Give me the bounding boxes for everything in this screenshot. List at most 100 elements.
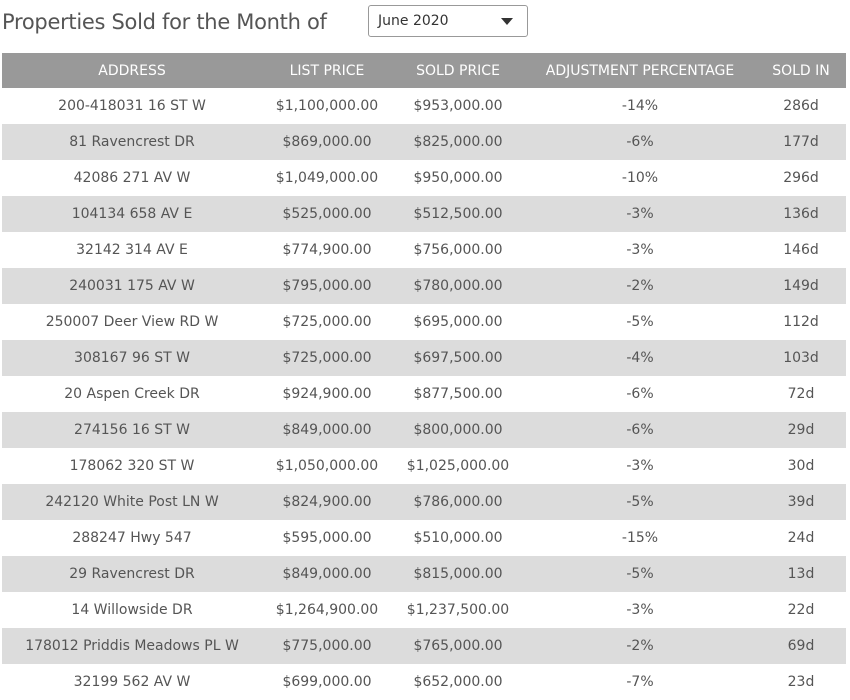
page-title: Properties Sold for the Month of: [2, 10, 327, 34]
cell-address: 81 Ravencrest DR: [2, 124, 262, 160]
cell-adjustment-percentage: -2%: [524, 268, 756, 304]
cell-sold-in: 30d: [787, 458, 815, 474]
cell-adjustment-percentage: -10%: [621, 170, 659, 186]
cell-list-price: $795,000.00: [262, 268, 392, 304]
chevron-down-icon: [501, 18, 513, 25]
month-select[interactable]: June 2020: [368, 5, 528, 37]
cell-list-price: $774,900.00: [282, 242, 372, 258]
table-row: 42086 271 AV W $1,049,000.00 $950,000.00 -1…: [2, 160, 846, 196]
cell-list-price: $725,000.00: [262, 340, 392, 376]
table-row: 81 Ravencrest DR $869,000.00 $825,000.00 -6…: [2, 124, 846, 160]
table-row: 200-418031 16 ST W $1,100,000.00 $953,000.…: [2, 88, 846, 124]
cell-sold-price: $765,000.00: [392, 628, 524, 664]
cell-sold-in: 22d: [787, 602, 815, 618]
cell-sold-in: 112d: [783, 314, 819, 330]
cell-adjustment-percentage: -14%: [621, 98, 659, 114]
cell-sold-price: $510,000.00: [413, 530, 503, 546]
table-row: 14 Willowside DR $1,264,900.00 $1,237,500.…: [2, 592, 846, 628]
cell-sold-in: 177d: [756, 124, 846, 160]
cell-list-price: $849,000.00: [262, 556, 392, 592]
cell-sold-price: $1,237,500.00: [406, 602, 510, 618]
column-header-sold-price[interactable]: SOLD PRICE: [392, 53, 524, 88]
cell-address: 104134 658 AV E: [2, 196, 262, 232]
cell-adjustment-percentage: -7%: [626, 674, 654, 690]
table-row: 308167 96 ST W $725,000.00 $697,500.00 -4% 1…: [2, 340, 846, 376]
cell-adjustment-percentage: -15%: [621, 530, 659, 546]
cell-adjustment-percentage: -5%: [524, 556, 756, 592]
cell-sold-in: 69d: [756, 628, 846, 664]
table-row: 178062 320 ST W $1,050,000.00 $1,025,000.0…: [2, 448, 846, 484]
cell-sold-price: $950,000.00: [413, 170, 503, 186]
cell-sold-in: 29d: [756, 412, 846, 448]
cell-list-price: $775,000.00: [262, 628, 392, 664]
cell-adjustment-percentage: -2%: [524, 628, 756, 664]
cell-address: 32142 314 AV E: [76, 242, 188, 258]
cell-sold-price: $695,000.00: [413, 314, 503, 330]
month-select-value: June 2020: [378, 13, 449, 29]
cell-sold-price: $512,500.00: [392, 196, 524, 232]
cell-sold-price: $877,500.00: [413, 386, 503, 402]
cell-address: 308167 96 ST W: [2, 340, 262, 376]
cell-sold-price: $756,000.00: [413, 242, 503, 258]
cell-address: 42086 271 AV W: [73, 170, 191, 186]
table-row: 20 Aspen Creek DR $924,900.00 $877,500.00 -…: [2, 376, 846, 412]
cell-sold-in: 103d: [756, 340, 846, 376]
cell-address: 14 Willowside DR: [71, 602, 193, 618]
cell-adjustment-percentage: -4%: [524, 340, 756, 376]
cell-sold-price: $825,000.00: [392, 124, 524, 160]
cell-address: 29 Ravencrest DR: [2, 556, 262, 592]
table-row: 32199 562 AV W $699,000.00 $652,000.00 -7% 2…: [2, 664, 846, 700]
cell-adjustment-percentage: -6%: [626, 386, 654, 402]
cell-sold-in: 72d: [787, 386, 815, 402]
cell-list-price: $1,100,000.00: [275, 98, 379, 114]
cell-sold-in: 149d: [756, 268, 846, 304]
cell-sold-in: 136d: [756, 196, 846, 232]
cell-adjustment-percentage: -3%: [626, 602, 654, 618]
cell-list-price: $924,900.00: [282, 386, 372, 402]
cell-list-price: $525,000.00: [262, 196, 392, 232]
cell-address: 200-418031 16 ST W: [58, 98, 206, 114]
cell-address: 274156 16 ST W: [2, 412, 262, 448]
table-row: 288247 Hwy 547 $595,000.00 $510,000.00 -15%…: [2, 520, 846, 556]
cell-sold-in: 23d: [787, 674, 815, 690]
cell-address: 288247 Hwy 547: [72, 530, 192, 546]
cell-address: 240031 175 AV W: [2, 268, 262, 304]
properties-table: ADDRESS LIST PRICE SOLD PRICE ADJUSTMENT PE…: [2, 53, 846, 700]
page-header: Properties Sold for the Month of: [2, 4, 327, 40]
cell-adjustment-percentage: -3%: [626, 458, 654, 474]
cell-list-price: $869,000.00: [262, 124, 392, 160]
cell-sold-price: $652,000.00: [413, 674, 503, 690]
cell-adjustment-percentage: -6%: [524, 124, 756, 160]
cell-sold-price: $780,000.00: [392, 268, 524, 304]
table-row: 178012 Priddis Meadows PL W $775,000.00 $7…: [2, 628, 846, 664]
cell-list-price: $1,049,000.00: [275, 170, 379, 186]
cell-address: 178062 320 ST W: [69, 458, 195, 474]
cell-adjustment-percentage: -6%: [524, 412, 756, 448]
table-row: 32142 314 AV E $774,900.00 $756,000.00 -3% 1…: [2, 232, 846, 268]
column-header-address[interactable]: ADDRESS: [2, 53, 262, 88]
cell-list-price: $699,000.00: [282, 674, 372, 690]
cell-address: 250007 Deer View RD W: [45, 314, 219, 330]
column-header-sold-in[interactable]: SOLD IN: [756, 53, 846, 88]
cell-sold-in: 146d: [783, 242, 819, 258]
cell-adjustment-percentage: -5%: [524, 484, 756, 520]
cell-list-price: $824,900.00: [262, 484, 392, 520]
table-row: 250007 Deer View RD W $725,000.00 $695,000…: [2, 304, 846, 340]
cell-list-price: $725,000.00: [282, 314, 372, 330]
cell-sold-price: $697,500.00: [392, 340, 524, 376]
cell-sold-in: 39d: [756, 484, 846, 520]
cell-address: 242120 White Post LN W: [2, 484, 262, 520]
column-header-list-price[interactable]: LIST PRICE: [262, 53, 392, 88]
table-row: 104134 658 AV E $525,000.00 $512,500.00 -3%…: [2, 196, 846, 232]
cell-address: 20 Aspen Creek DR: [64, 386, 200, 402]
cell-sold-in: 13d: [756, 556, 846, 592]
table-row: 29 Ravencrest DR $849,000.00 $815,000.00 -5…: [2, 556, 846, 592]
cell-adjustment-percentage: -3%: [626, 242, 654, 258]
cell-sold-price: $815,000.00: [392, 556, 524, 592]
cell-list-price: $849,000.00: [262, 412, 392, 448]
cell-adjustment-percentage: -3%: [524, 196, 756, 232]
column-header-adjustment-percentage[interactable]: ADJUSTMENT PERCENTAGE: [524, 53, 756, 88]
table-row: 240031 175 AV W $795,000.00 $780,000.00 -2%…: [2, 268, 846, 304]
cell-sold-price: $953,000.00: [413, 98, 503, 114]
cell-address: 178012 Priddis Meadows PL W: [2, 628, 262, 664]
